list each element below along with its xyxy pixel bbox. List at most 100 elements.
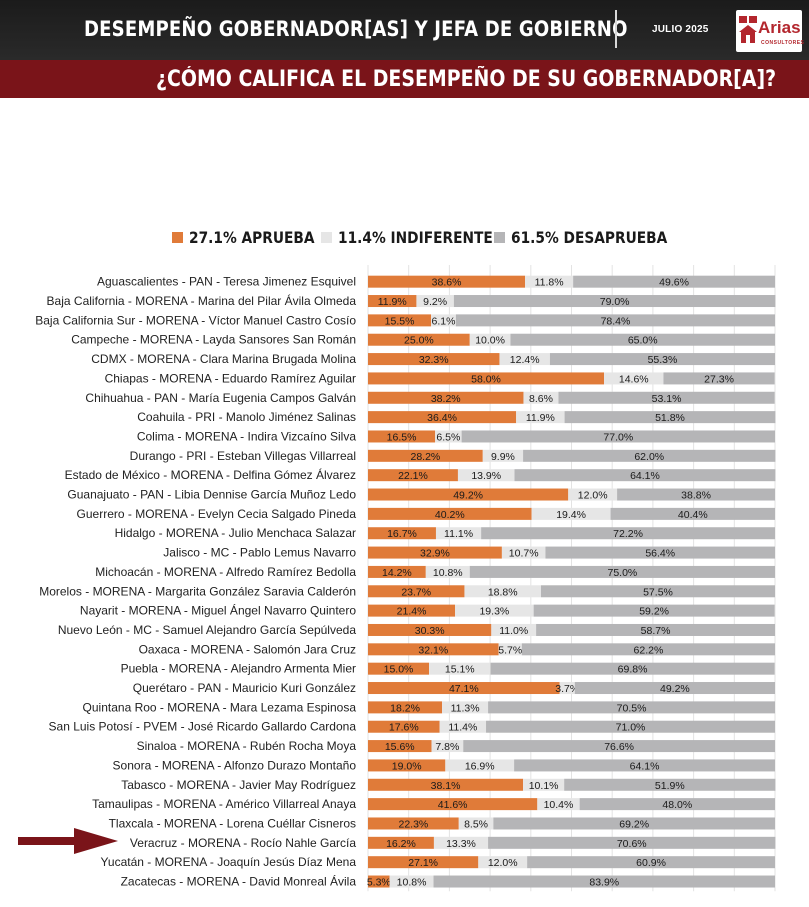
data-label: 15.5%: [385, 315, 415, 327]
bar-segment-indiferente: [531, 507, 611, 520]
stacked-bar-chart: 38.6% 11.8% 49.6% 11.9% 9.2% 79.0% 15.5% 6.1% 78…: [35, 265, 776, 892]
data-label: 13.9%: [471, 470, 501, 482]
row-label: Querétaro - PAN - Mauricio Kuri González: [133, 681, 356, 695]
bar-segment-indiferente: [458, 817, 494, 830]
data-label: 36.4%: [427, 412, 457, 424]
chart-legend: 27.1% APRUEBA 11.4% INDIFERENTE 61.5% DE…: [0, 227, 809, 247]
bar-segment-aprueba: [368, 295, 417, 308]
data-label: 10.4%: [544, 799, 574, 811]
legend-item-aprueba: 27.1% APRUEBA: [172, 227, 335, 247]
bar-segment-aprueba: [368, 372, 605, 385]
row-label: Tamaulipas - MORENA - Américo Villarreal…: [92, 797, 356, 811]
data-label: 69.8%: [618, 664, 648, 676]
bar-segment-aprueba: [368, 333, 470, 346]
bar-segment-aprueba: [368, 740, 432, 753]
data-label: 16.7%: [387, 528, 417, 540]
row-label: CDMX - MORENA - Clara Marina Brugada Mol…: [91, 352, 356, 366]
legend-swatch-indiferente: [321, 231, 332, 243]
bar-segment-indiferente: [559, 682, 575, 695]
bar-segment-desaprueba: [527, 856, 775, 869]
data-label: 32.1%: [418, 644, 448, 656]
data-label: 12.0%: [488, 857, 518, 869]
row-label: Yucatán - MORENA - Joaquín Jesús Díaz Me…: [101, 855, 357, 869]
bar-segment-indiferente: [442, 701, 489, 714]
bar-segment-aprueba: [368, 875, 390, 888]
bar-segment-desaprueba: [610, 507, 775, 520]
row-label: Estado de México - MORENA - Delfina Góme…: [65, 467, 356, 482]
data-label: 47.1%: [449, 683, 479, 695]
bar-segment-desaprueba: [564, 778, 776, 791]
bar-segment-indiferente: [455, 604, 534, 617]
bar-segment-desaprueba: [558, 391, 775, 404]
data-label: 8.5%: [464, 818, 488, 830]
bar-segment-aprueba: [368, 565, 426, 578]
bar-segment-aprueba: [368, 430, 436, 443]
bar-segment-aprueba: [368, 720, 440, 733]
data-label: 9.2%: [423, 296, 447, 308]
bar-segment-desaprueba: [481, 527, 775, 540]
bar-segment-desaprueba: [533, 604, 775, 617]
question-banner: ¿CÓMO CALIFICA EL DESEMPEÑO DE SU GOBERN…: [0, 60, 809, 98]
data-label: 9.9%: [491, 451, 515, 463]
data-label: 11.9%: [526, 412, 555, 424]
bar-segment-desaprueba: [488, 701, 775, 714]
data-label: 76.6%: [604, 741, 634, 753]
survey-question: ¿CÓMO CALIFICA EL DESEMPEÑO DE SU GOBERN…: [156, 67, 777, 92]
data-label: 16.9%: [465, 760, 495, 772]
row-label: Jalisco - MC - Pablo Lemus Navarro: [163, 546, 356, 560]
bar-segment-desaprueba: [617, 488, 775, 501]
data-label: 53.1%: [652, 393, 682, 405]
report-title: DESEMPEÑO GOBERNADOR[AS] Y JEFA DE GOBIE…: [84, 17, 628, 41]
data-label: 10.7%: [509, 548, 539, 560]
bar-segment-indiferente: [523, 778, 565, 791]
bar-segment-desaprueba: [488, 836, 776, 849]
bar-segment-aprueba: [368, 469, 458, 482]
row-label: Hidalgo - MORENA - Julio Menchaca Salaza…: [115, 526, 356, 540]
data-label: 58.7%: [641, 625, 671, 637]
bar-segment-aprueba: [368, 662, 430, 675]
data-label: 16.2%: [386, 838, 416, 850]
bar-segment-aprueba: [368, 701, 443, 714]
chart-bars: 38.6% 11.8% 49.6% 11.9% 9.2% 79.0% 15.5% 6.1% 78…: [367, 275, 776, 889]
bar-segment-indiferente: [501, 546, 546, 559]
data-label: 5.7%: [498, 644, 522, 656]
data-label: 10.8%: [397, 877, 427, 889]
data-label: 57.5%: [643, 586, 673, 598]
data-label: 71.0%: [616, 722, 646, 734]
data-label: 6.5%: [436, 431, 460, 443]
data-label: 41.6%: [438, 799, 468, 811]
bar-segment-indiferente: [429, 662, 491, 675]
bar-segment-aprueba: [368, 353, 500, 366]
data-label: 10.0%: [475, 335, 505, 347]
row-label: Colima - MORENA - Indira Vizcaíno Silva: [137, 429, 357, 443]
data-label: 32.9%: [420, 548, 450, 560]
bar-segment-aprueba: [368, 411, 517, 424]
bar-segment-desaprueba: [514, 759, 775, 772]
bar-segment-indiferente: [416, 295, 454, 308]
bar-segment-indiferente: [431, 314, 456, 327]
data-label: 51.8%: [655, 412, 685, 424]
data-label: 78.4%: [601, 315, 631, 327]
data-label: 6.1%: [432, 315, 456, 327]
data-label: 49.2%: [660, 683, 690, 695]
bar-segment-indiferente: [431, 740, 464, 753]
bar-segment-desaprueba: [545, 546, 775, 559]
bar-segment-desaprueba: [433, 875, 775, 888]
data-label: 40.4%: [678, 509, 708, 521]
data-label: 15.6%: [385, 741, 415, 753]
row-label: Sinaloa - MORENA - Rubén Rocha Moya: [137, 739, 357, 753]
data-label: 56.4%: [645, 548, 675, 560]
row-label: Zacatecas - MORENA - David Monreal Ávila: [121, 874, 357, 889]
data-label: 11.3%: [451, 702, 480, 714]
data-label: 40.2%: [435, 509, 465, 521]
bar-segment-desaprueba: [573, 275, 775, 288]
bar-segment-indiferente: [523, 391, 559, 404]
bar-segment-aprueba: [368, 836, 434, 849]
data-label: 58.0%: [471, 373, 501, 385]
data-label: 22.1%: [398, 470, 428, 482]
bar-segment-indiferente: [568, 488, 618, 501]
row-label: Nayarit - MORENA - Miguel Ángel Navarro …: [80, 603, 356, 618]
data-label: 14.6%: [619, 373, 649, 385]
data-label: 8.6%: [529, 393, 553, 405]
row-label: Durango - PRI - Esteban Villegas Villarr…: [130, 449, 356, 463]
